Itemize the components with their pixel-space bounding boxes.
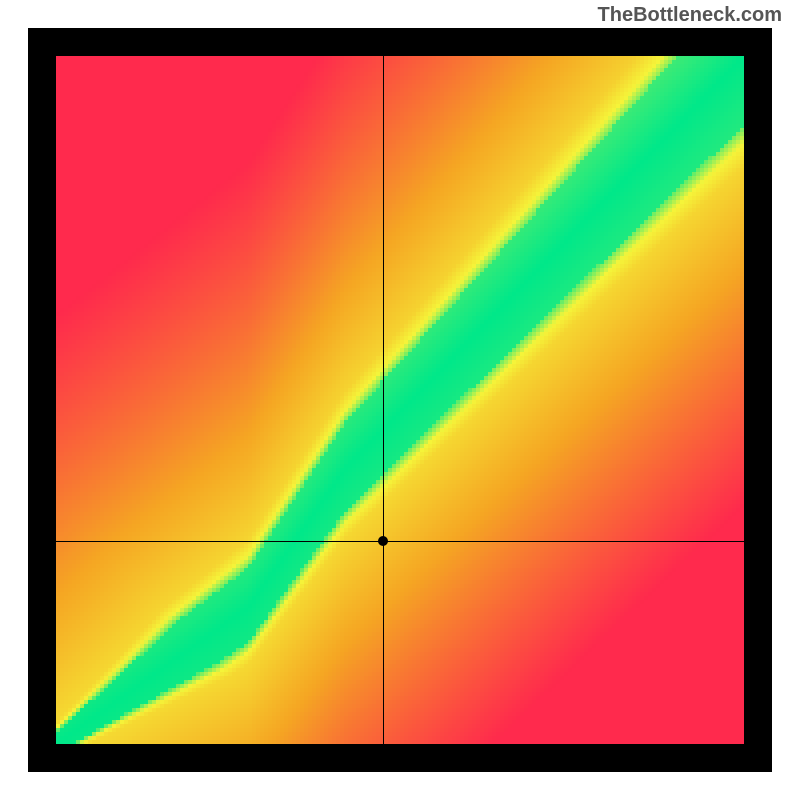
crosshair-vertical xyxy=(383,56,384,744)
heatmap-canvas xyxy=(56,56,744,744)
watermark-text: TheBottleneck.com xyxy=(598,4,782,27)
selection-marker xyxy=(378,536,388,546)
crosshair-horizontal xyxy=(56,541,744,542)
root-container: TheBottleneck.com xyxy=(0,0,800,800)
plot-area xyxy=(56,56,744,744)
plot-frame xyxy=(28,28,772,772)
